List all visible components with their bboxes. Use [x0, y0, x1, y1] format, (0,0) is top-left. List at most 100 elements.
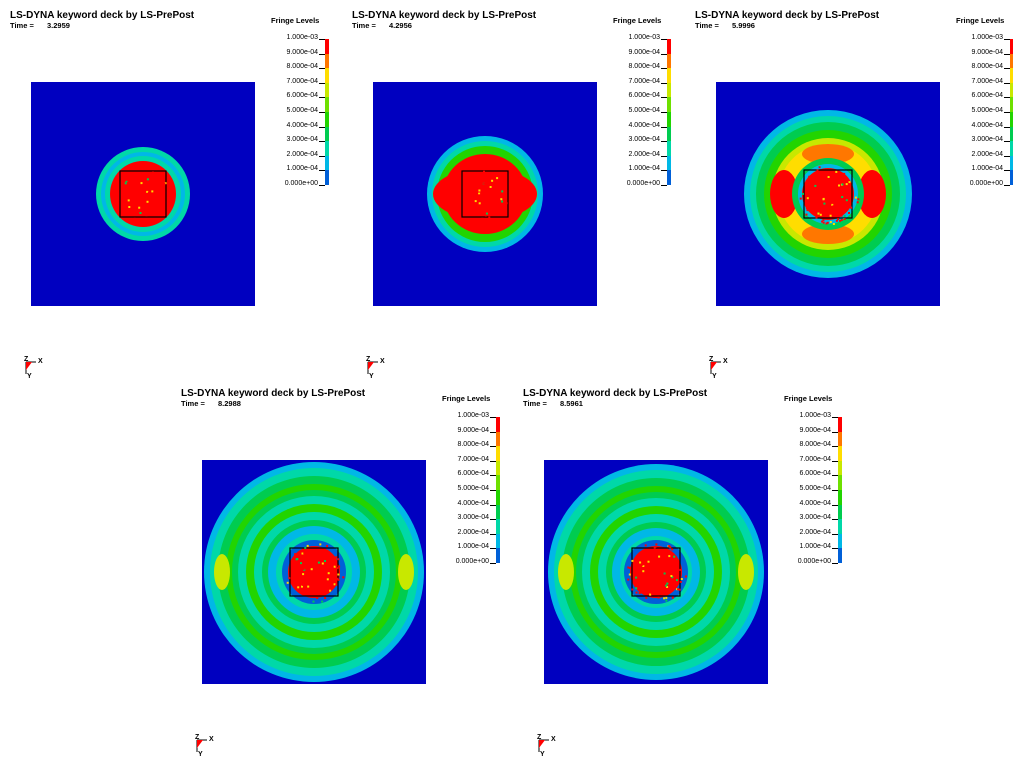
legend-tick [319, 155, 325, 157]
particle-dot [843, 215, 846, 218]
particle-dot [478, 192, 481, 195]
particle-dot [808, 175, 811, 178]
particle-dot [286, 581, 289, 584]
particle-dot [496, 177, 499, 180]
particle-dot [805, 207, 808, 210]
particle-dot [838, 184, 840, 187]
particle-dot [806, 209, 809, 212]
particle-dot [321, 549, 324, 552]
legend-level-label: 0.000e+00 [626, 180, 660, 187]
particle-dot [659, 577, 662, 580]
particle-dot [335, 564, 338, 567]
particle-dot [662, 568, 665, 571]
legend-tick [832, 548, 838, 550]
particle-dot [663, 572, 666, 575]
particle-dot [300, 588, 303, 591]
legend-level-label: 6.000e-04 [971, 92, 1003, 100]
particle-dot [670, 575, 673, 577]
legend-tick [1004, 155, 1010, 157]
time-value: 5.9996 [732, 21, 755, 30]
time-value: 4.2956 [389, 21, 412, 30]
particle-dot [649, 593, 652, 596]
axis-triad-marker [539, 740, 545, 748]
particle-dot [292, 577, 295, 580]
particle-dot [663, 588, 665, 590]
particle-dot [476, 174, 479, 177]
particle-dot [635, 576, 638, 579]
fringe-plot [716, 82, 940, 306]
axis-triad: Z X Y [709, 356, 728, 380]
particle-dot [671, 548, 674, 551]
legend-tick [832, 446, 838, 448]
particle-dot [837, 218, 840, 221]
particle-dot [825, 222, 828, 225]
legend-tick [1004, 53, 1010, 55]
particle-dot [817, 212, 820, 215]
result-panel: LS-DYNA keyword deck by LS-PrePost Time … [10, 10, 340, 380]
z-axis-label: Z [709, 356, 714, 363]
particle-dot [665, 596, 668, 599]
particle-dot [161, 204, 164, 207]
legend-color-swatch [496, 548, 500, 563]
particle-dot [819, 213, 822, 216]
particle-dot [653, 546, 656, 549]
particle-dot [844, 185, 847, 187]
legend-tick [319, 126, 325, 128]
legend-level-label: 1.000e-03 [799, 412, 831, 419]
particle-dot [816, 169, 819, 172]
particle-dot [829, 214, 832, 217]
particle-dot [314, 570, 317, 573]
particle-dot [310, 562, 312, 565]
legend-tick [490, 504, 496, 506]
legend-color-swatch [838, 431, 842, 447]
particle-dot [327, 557, 330, 560]
particle-dot [832, 223, 835, 225]
legend-color-swatch [838, 446, 842, 461]
particle-dot [312, 574, 314, 577]
legend-level-label: 6.000e-04 [628, 92, 660, 100]
particle-dot [840, 219, 843, 221]
particle-dot [845, 183, 848, 186]
particle-dot [319, 543, 322, 546]
particle-dot [627, 566, 630, 569]
time-label: Time = [181, 399, 205, 408]
axis-triad-marker [711, 362, 717, 370]
legend-tick [319, 185, 325, 186]
particle-dot [821, 220, 824, 223]
particle-dot [809, 186, 812, 189]
particle-dot [303, 552, 306, 555]
particle-dot [856, 201, 859, 204]
particle-dot [320, 572, 323, 575]
legend-level-label: 7.000e-04 [799, 455, 831, 463]
legend-tick [832, 417, 838, 418]
particle-dot [501, 200, 504, 203]
time-label: Time = [10, 21, 34, 30]
legend-level-label: 2.000e-04 [971, 150, 1003, 158]
time-value: 3.2959 [47, 21, 70, 30]
legend-tick [490, 460, 496, 462]
particle-dot [493, 176, 495, 179]
legend-level-label: 3.000e-04 [799, 514, 831, 522]
time-label: Time = [695, 21, 719, 30]
legend-color-swatch [838, 504, 842, 520]
particle-dot [659, 587, 662, 590]
particle-dot [827, 176, 830, 178]
legend-color-swatch [325, 53, 329, 69]
particle-dot [288, 577, 291, 580]
legend-level-label: 1.000e-03 [286, 34, 318, 41]
particle-dot [493, 172, 496, 175]
particle-dot [814, 184, 817, 187]
particle-dot [138, 206, 141, 209]
legend-tick [661, 39, 667, 40]
legend-color-swatch [667, 39, 671, 54]
particle-dot [491, 179, 494, 182]
particle-dot [659, 564, 662, 567]
legend-color-swatch [325, 112, 329, 127]
legend-tick [832, 475, 838, 477]
particle-dot [844, 178, 847, 181]
particle-dot [316, 597, 319, 599]
particle-dot [505, 202, 508, 205]
particle-dot [646, 576, 649, 579]
particle-dot [498, 187, 501, 190]
legend-tick [661, 155, 667, 157]
